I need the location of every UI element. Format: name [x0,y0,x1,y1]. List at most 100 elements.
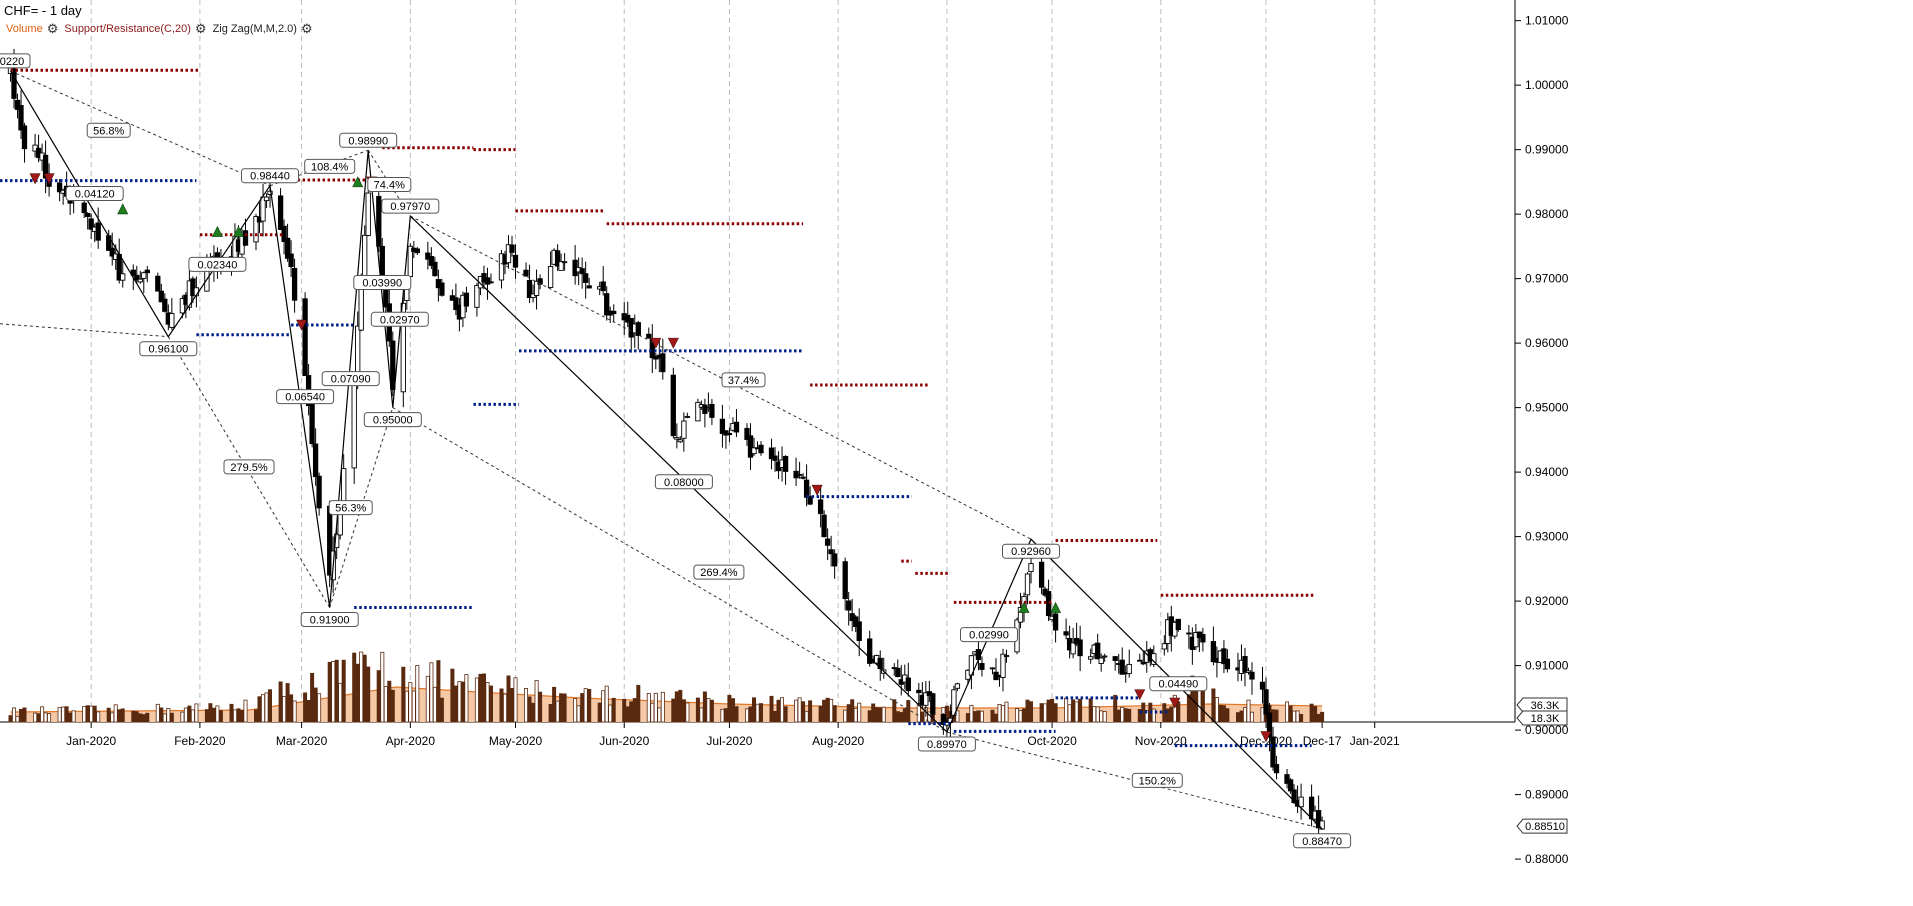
candle [751,447,757,455]
y-tick-label: 0.91000 [1525,659,1569,673]
signal-down-arrow [296,319,308,331]
candle [56,182,63,193]
candle [975,649,982,660]
volume-bar [611,697,616,723]
candle [1038,561,1045,588]
volume-bar [969,704,974,723]
signal-up-arrow [232,225,244,237]
indicator-zigzag-label: Zig Zag(M,M,2.0) [212,23,297,35]
gear-icon[interactable]: ⚙ [300,21,313,36]
candle [509,244,515,253]
chart-title: CHF= - 1 day [4,3,82,18]
candle [537,278,543,285]
candle [1175,618,1181,631]
candle [796,473,803,476]
candle [954,683,961,689]
x-tick-label: Oct-2020 [1027,734,1077,748]
volume-bar [1236,712,1241,723]
volume-bar [359,651,364,723]
volume-bar [1320,711,1325,723]
volume-bar [702,691,707,723]
last-value-tag [1516,818,1568,834]
volume-bar [1288,705,1293,723]
candle [635,322,641,336]
candle [1112,656,1118,661]
y-tick-label: 0.94000 [1525,465,1569,479]
volume-bar [608,704,613,723]
x-tick-label: Aug-2020 [812,734,864,748]
candle [772,455,778,461]
y-tick-label: 0.96000 [1525,336,1569,350]
candle [141,272,147,279]
indicator-support-resistance[interactable]: Support/Resistance(C,20) ⚙ [64,21,206,37]
volume-bar [1214,697,1219,723]
candle [162,298,168,312]
candle [867,638,873,664]
candle [484,277,491,285]
candle [684,415,691,418]
candle [895,667,901,678]
volume-bar [1095,706,1100,723]
x-tick-label: Feb-2020 [174,734,226,748]
volume-bar [380,651,385,723]
volume-bar [425,675,430,723]
volume-bar [776,699,781,723]
volume-bar [1025,699,1030,723]
volume-bar [138,713,143,723]
volume-bar [1046,699,1051,723]
volume-bar [622,698,627,723]
volume-bar [1050,698,1055,723]
volume-bar [502,693,507,723]
volume-bar [769,695,774,723]
volume-bar [895,711,900,723]
volume-bar [1218,704,1223,723]
candle [288,253,294,268]
x-tick-label: Nov-2020 [1135,734,1187,748]
volume-bar [278,681,283,723]
candle [263,196,270,202]
volume-bar [874,707,879,723]
volume-bar [583,688,588,723]
volume-bar [902,708,907,723]
swing-diff-label: 0.06540 [285,392,325,404]
candle [547,266,554,288]
y-tick-label: 0.93000 [1525,530,1569,544]
volume-bar [709,699,714,723]
volume-bar [573,698,578,723]
indicator-volume[interactable]: Volume ⚙ [6,21,58,37]
volume-bar [145,712,150,723]
volume-bar [401,666,406,723]
candle [120,273,126,281]
volume-bar [513,677,518,723]
candle [1161,643,1167,650]
gear-icon[interactable]: ⚙ [194,21,207,36]
volume-bar [552,686,557,723]
candle [768,447,775,460]
candle [1221,648,1227,665]
volume-bar [236,708,241,723]
volume-bar [36,713,41,723]
candle [744,427,750,440]
retracement-line [0,323,169,338]
volume-bar [1211,688,1216,723]
volume-bar [773,711,778,723]
volume-bar [604,685,609,723]
candle [604,293,610,316]
volume-bar [180,711,185,723]
volume-bar [808,700,813,723]
volume-bar [1169,706,1174,723]
indicator-zigzag[interactable]: Zig Zag(M,M,2.0) ⚙ [213,21,313,37]
candle [432,261,438,277]
candle [695,401,701,422]
retracement-line [367,150,411,217]
pivot-label-box [339,132,398,148]
gear-icon[interactable]: ⚙ [46,21,59,36]
candle [334,533,340,549]
candle [242,230,249,246]
candle [856,621,862,641]
candle [134,274,140,281]
volume-bar [822,699,827,723]
volume-bar [11,707,16,723]
candle [681,420,687,439]
